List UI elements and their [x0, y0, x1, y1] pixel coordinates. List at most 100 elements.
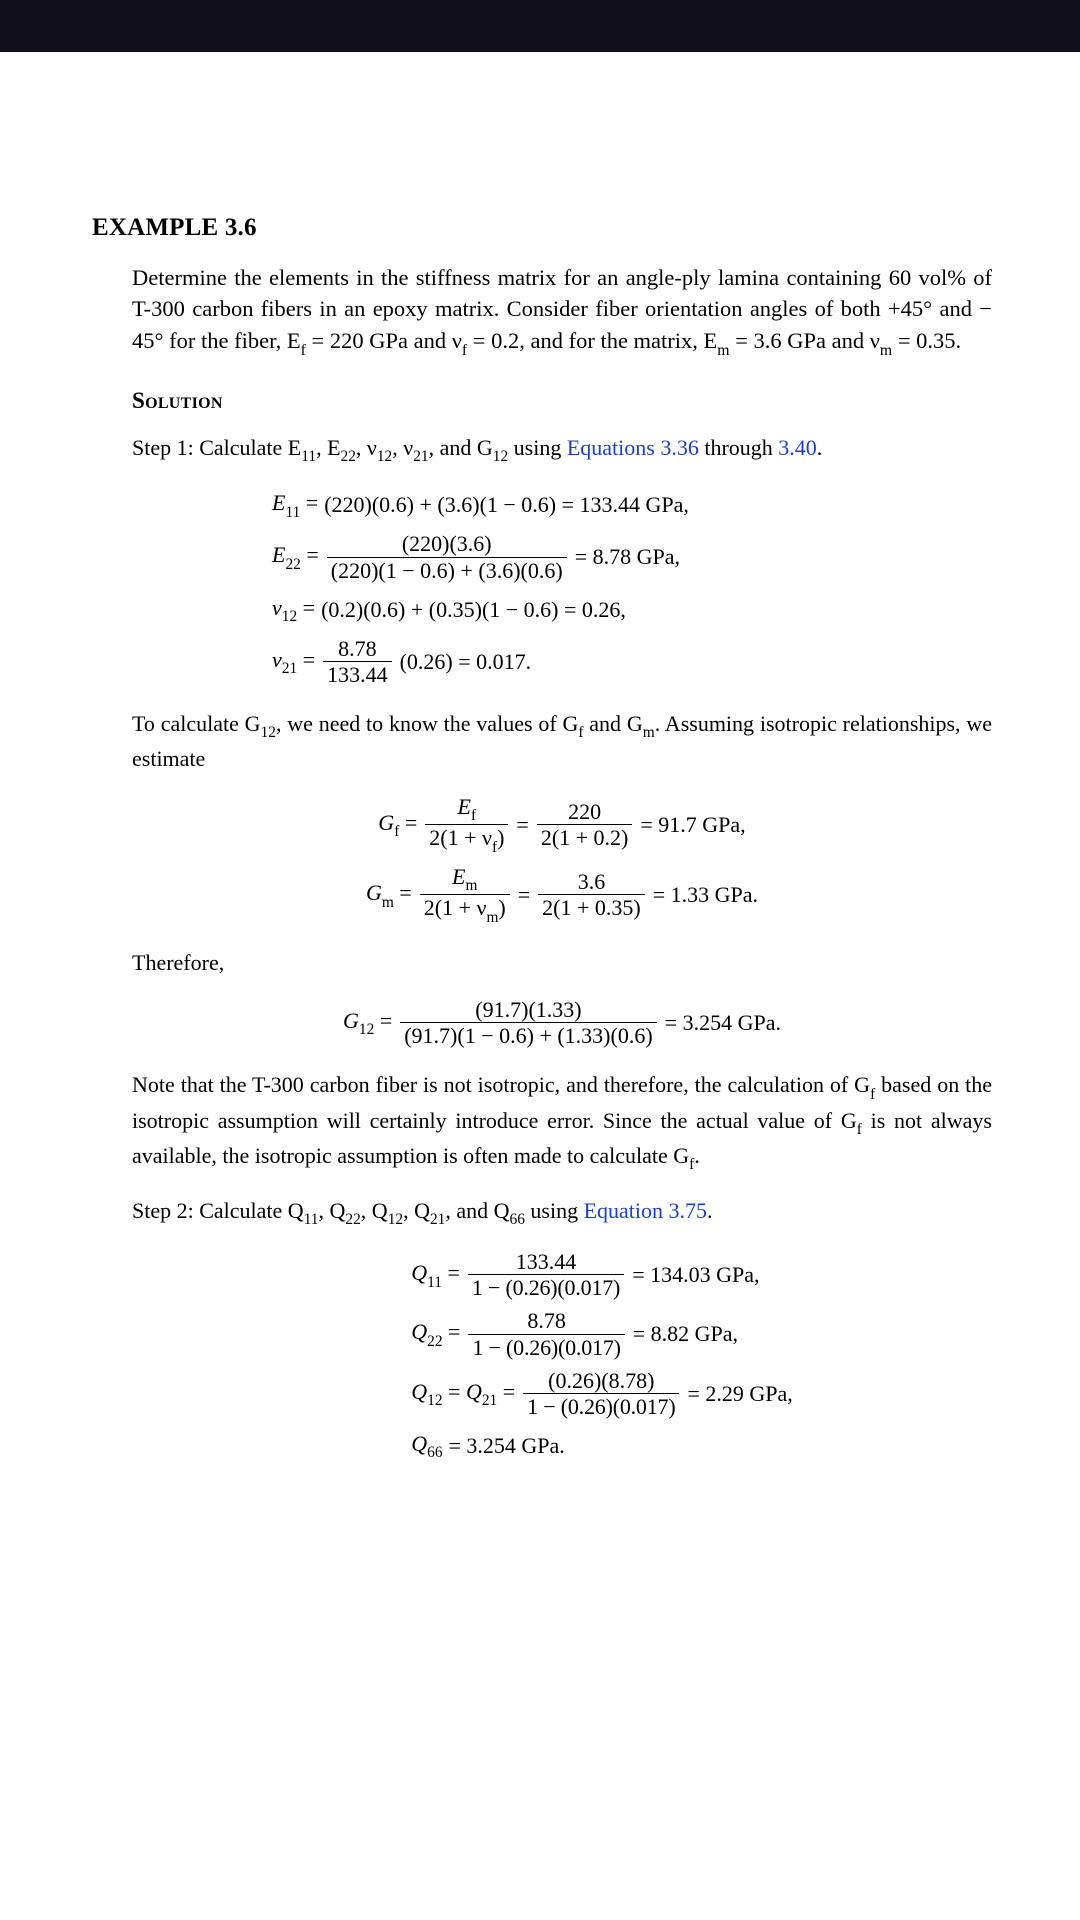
eq-e22-den: (220)(1 − 0.6) + (3.6)(0.6): [327, 557, 567, 582]
sub-f: f: [578, 724, 583, 741]
t: (91.7)(1.33): [471, 998, 585, 1022]
t: , ν: [356, 435, 377, 460]
t: To calculate G: [132, 711, 261, 736]
eq-q12: Q12 = Q21 = (0.26)(8.78) 1 − (0.26)(0.01…: [411, 1369, 793, 1418]
t: , Q: [319, 1198, 346, 1223]
step1-text: Step 1: Calculate E11, E22, ν12, ν21, an…: [92, 432, 992, 467]
eq-nu12-rhs: (0.2)(0.6) + (0.35)(1 − 0.6) = 0.26,: [321, 594, 626, 625]
sub-12: 12: [493, 448, 508, 465]
page-content: EXAMPLE 3.6 Determine the elements in th…: [0, 52, 1080, 1525]
t: 3.6: [574, 870, 610, 894]
t: through: [699, 435, 778, 460]
t: 220: [564, 800, 605, 824]
top-bar: [0, 0, 1080, 52]
eq-q22: Q22 = 8.78 1 − (0.26)(0.017) = 8.82 GPa,: [411, 1309, 738, 1358]
sub-m: m: [880, 342, 892, 359]
eq-nu12: ν12 = (0.2)(0.6) + (0.35)(1 − 0.6) = 0.2…: [272, 592, 626, 627]
t: , Q: [361, 1198, 388, 1223]
sub-f: f: [462, 342, 467, 359]
t: .: [817, 435, 823, 460]
t: = 2.29 GPa,: [687, 1378, 792, 1409]
t: , and G: [429, 435, 493, 460]
eq-e22: E22 = (220)(3.6) (220)(1 − 0.6) + (3.6)(…: [272, 532, 680, 581]
sub-f: f: [857, 1121, 862, 1138]
sub-f: f: [301, 342, 306, 359]
t: (91.7)(1 − 0.6) + (1.33)(0.6): [400, 1022, 656, 1047]
eq-gf: Gf = Ef 2(1 + νf) = 220 2(1 + 0.2) = 91.…: [378, 795, 745, 855]
problem-text-4: = 3.6 GPa and ν: [730, 328, 880, 353]
t: (0.26)(8.78): [544, 1369, 658, 1393]
step1-pre: Step 1: Calculate E: [132, 435, 301, 460]
t: Step 2: Calculate Q: [132, 1198, 304, 1223]
t: 1 − (0.26)(0.017): [468, 1274, 624, 1299]
equations-3-40-link[interactable]: 3.40: [778, 435, 817, 460]
t: = 3.254 GPa.: [449, 1430, 565, 1461]
t: and G: [583, 711, 642, 736]
eq-block-3: G12 = (91.7)(1.33) (91.7)(1 − 0.6) + (1.…: [92, 998, 992, 1047]
eq-g12: G12 = (91.7)(1.33) (91.7)(1 − 0.6) + (1.…: [343, 998, 781, 1047]
t: = 3.254 GPa.: [665, 1007, 781, 1038]
sub-f: f: [870, 1086, 875, 1103]
t: , Q: [403, 1198, 430, 1223]
problem-statement: Determine the elements in the stiffness …: [92, 262, 992, 362]
t: 2(1 + ν: [424, 895, 487, 920]
t: , we need to know the values of G: [276, 711, 578, 736]
eq-e22-num: (220)(3.6): [398, 532, 496, 556]
t: using: [508, 435, 567, 460]
t: , and Q: [445, 1198, 509, 1223]
sub-11: 11: [301, 448, 316, 465]
problem-text-3: = 0.2, and for the matrix, E: [467, 328, 717, 353]
t: 2(1 + ν: [429, 825, 492, 850]
equation-3-75-link[interactable]: Equation 3.75: [584, 1198, 707, 1223]
sub-21: 21: [430, 1211, 445, 1228]
t: 2(1 + 0.35): [538, 894, 645, 919]
t: 8.78: [523, 1309, 570, 1333]
t: , ν: [392, 435, 413, 460]
sub-12: 12: [377, 448, 392, 465]
eq-nu21-den: 133.44: [323, 661, 392, 686]
note-text: Note that the T-300 carbon fiber is not …: [92, 1069, 992, 1175]
eq-block-4: Q11 = 133.44 1 − (0.26)(0.017) = 134.03 …: [92, 1250, 992, 1463]
sub-12: 12: [388, 1211, 403, 1228]
t: , E: [316, 435, 340, 460]
eq-block-1: E11 = (220)(0.6) + (3.6)(1 − 0.6) = 133.…: [92, 487, 992, 686]
t: E: [458, 794, 471, 819]
calc-g12-text: To calculate G12, we need to know the va…: [92, 708, 992, 775]
t: = 134.03 GPa,: [632, 1259, 759, 1290]
t: .: [707, 1198, 713, 1223]
t: = 8.82 GPa,: [633, 1318, 738, 1349]
t: = 1.33 GPa.: [653, 879, 758, 910]
eq-block-2: Gf = Ef 2(1 + νf) = 220 2(1 + 0.2) = 91.…: [92, 795, 992, 925]
sub-21: 21: [413, 448, 428, 465]
eq-nu21-num: 8.78: [334, 637, 381, 661]
t: 1 − (0.26)(0.017): [468, 1334, 624, 1359]
example-heading: EXAMPLE 3.6: [92, 210, 992, 246]
sub-m: m: [717, 342, 729, 359]
eq-nu21-tail: (0.26) = 0.017.: [400, 646, 532, 677]
eq-e11: E11 = (220)(0.6) + (3.6)(1 − 0.6) = 133.…: [272, 487, 689, 522]
sub-22: 22: [341, 448, 356, 465]
sub-22: 22: [345, 1211, 360, 1228]
equations-3-36-link[interactable]: Equations 3.36: [567, 435, 699, 460]
eq-q66: Q66 = 3.254 GPa.: [411, 1428, 565, 1463]
sub-66: 66: [510, 1211, 525, 1228]
sub-f: f: [689, 1156, 694, 1173]
eq-nu21: ν21 = 8.78 133.44 (0.26) = 0.017.: [272, 637, 531, 686]
eq-gm: Gm = Em 2(1 + νm) = 3.6 2(1 + 0.35) = 1.…: [366, 865, 758, 925]
eq-q11: Q11 = 133.44 1 − (0.26)(0.017) = 134.03 …: [411, 1250, 759, 1299]
solution-label: Solution: [92, 385, 992, 418]
t: 133.44: [512, 1250, 581, 1274]
step2-text: Step 2: Calculate Q11, Q22, Q12, Q21, an…: [92, 1195, 992, 1230]
t: Note that the T-300 carbon fiber is not …: [132, 1072, 870, 1097]
t: = 91.7 GPa,: [640, 809, 745, 840]
t: .: [694, 1143, 700, 1168]
eq-e11-rhs: (220)(0.6) + (3.6)(1 − 0.6) = 133.44 GPa…: [324, 489, 689, 520]
sub-11: 11: [304, 1211, 319, 1228]
therefore-text: Therefore,: [92, 947, 992, 978]
t: E: [452, 864, 465, 889]
t: 2(1 + 0.2): [537, 824, 633, 849]
sub-m: m: [643, 724, 655, 741]
sub-12: 12: [261, 724, 276, 741]
t: using: [525, 1198, 584, 1223]
t: 1 − (0.26)(0.017): [523, 1393, 679, 1418]
